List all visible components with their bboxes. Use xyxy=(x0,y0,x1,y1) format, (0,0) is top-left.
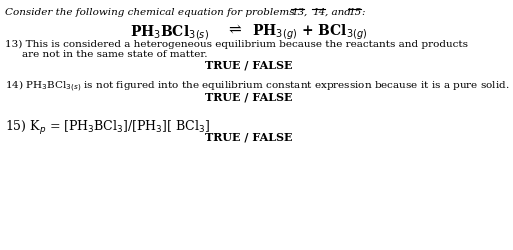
Text: TRUE / FALSE: TRUE / FALSE xyxy=(205,60,292,71)
Text: are not in the same state of matter.: are not in the same state of matter. xyxy=(22,50,207,59)
Text: 15) K$_p$ = [PH$_3$BCl$_3$]/[PH$_3$][ BCl$_3$]: 15) K$_p$ = [PH$_3$BCl$_3$]/[PH$_3$][ BC… xyxy=(5,118,210,136)
Text: 14: 14 xyxy=(312,8,325,17)
Text: :: : xyxy=(361,8,365,17)
Text: TRUE / FALSE: TRUE / FALSE xyxy=(205,132,292,142)
Text: 14) PH$_3$BCl$_3$$_{(s)}$ is not figured into the equilibrium constant expressio: 14) PH$_3$BCl$_3$$_{(s)}$ is not figured… xyxy=(5,79,509,94)
Text: 15: 15 xyxy=(348,8,361,17)
Text: PH$_3$BCl$_3$$_{(s)}$: PH$_3$BCl$_3$$_{(s)}$ xyxy=(130,23,209,42)
Text: ,: , xyxy=(304,8,310,17)
Text: Consider the following chemical equation for problems: Consider the following chemical equation… xyxy=(5,8,298,17)
Text: PH$_3$$_{(g)}$ + BCl$_3$$_{(g)}$: PH$_3$$_{(g)}$ + BCl$_3$$_{(g)}$ xyxy=(252,23,368,42)
Text: TRUE / FALSE: TRUE / FALSE xyxy=(205,92,292,102)
Text: ⇌: ⇌ xyxy=(228,23,241,37)
Text: 13) This is considered a heterogeneous equilibrium because the reactants and pro: 13) This is considered a heterogeneous e… xyxy=(5,40,468,49)
Text: , and: , and xyxy=(325,8,354,17)
Text: 13: 13 xyxy=(291,8,304,17)
